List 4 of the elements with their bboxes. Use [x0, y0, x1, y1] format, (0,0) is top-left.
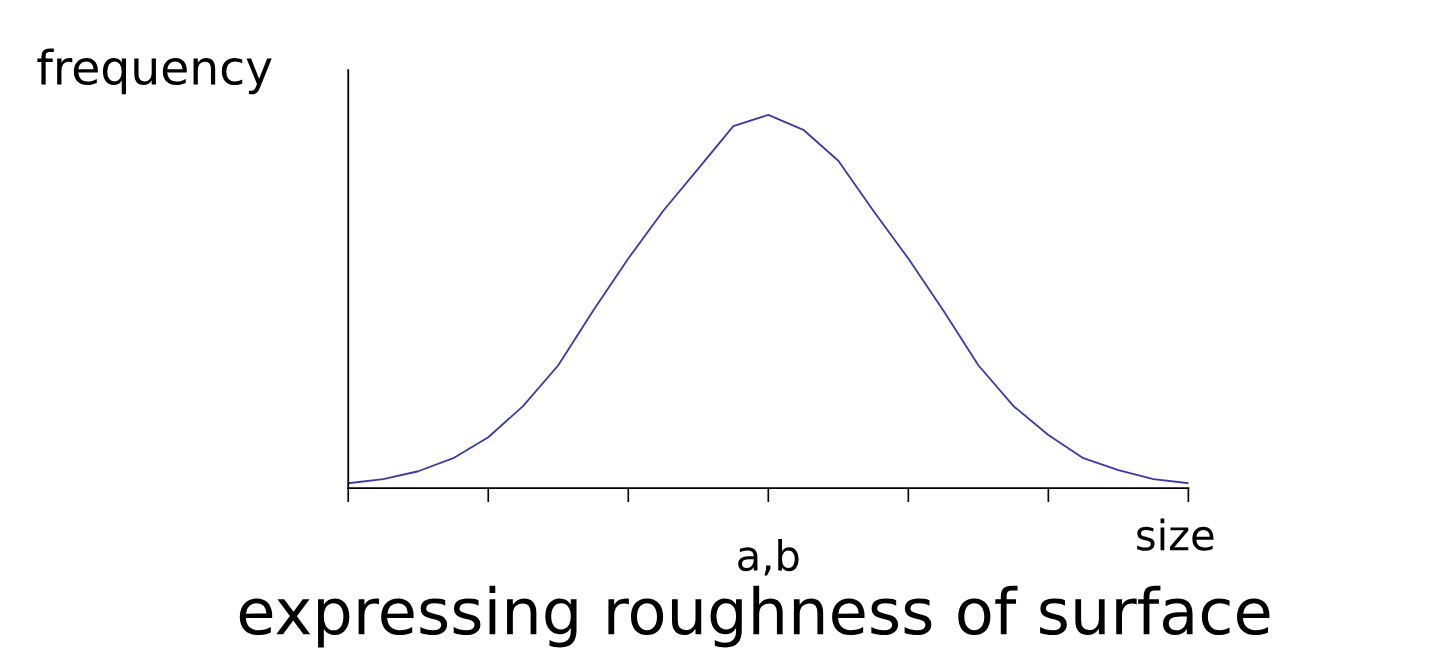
y-axis-title: frequency: [37, 48, 272, 95]
text: a,b: [738, 538, 799, 576]
text: expressing roughness of surface: [239, 585, 1270, 648]
x-axis-title: size: [1137, 518, 1214, 551]
